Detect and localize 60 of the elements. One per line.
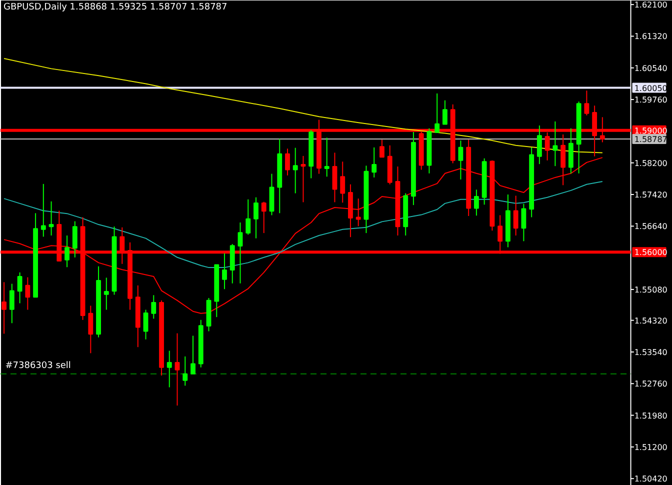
candlestick bbox=[332, 152, 338, 203]
candlestick bbox=[246, 198, 251, 236]
y-tick-label: 1.60540 bbox=[634, 64, 668, 73]
candlestick bbox=[372, 146, 377, 178]
ref-line-label: #7386303 sell bbox=[5, 360, 71, 371]
candlestick bbox=[151, 294, 156, 320]
candlestick bbox=[513, 195, 518, 236]
candlestick bbox=[222, 252, 227, 290]
candlestick bbox=[292, 147, 298, 194]
chart-title: GBPUSD,Daily 1.58868 1.59325 1.58707 1.58787 bbox=[4, 2, 228, 12]
y-tick-label: 1.59760 bbox=[634, 96, 668, 105]
y-tick-label: 1.53540 bbox=[634, 348, 668, 357]
candlestick bbox=[584, 90, 590, 116]
candlestick bbox=[9, 283, 14, 324]
candlestick bbox=[261, 201, 266, 234]
ref-line-label: 1.60050 bbox=[634, 84, 668, 93]
candlestick bbox=[442, 100, 448, 125]
candlestick bbox=[434, 92, 440, 133]
candlestick bbox=[17, 272, 22, 304]
y-tick-label: 1.57420 bbox=[634, 190, 668, 200]
candlestick bbox=[552, 120, 558, 167]
y-tick-label: 1.55080 bbox=[634, 285, 668, 294]
candlestick bbox=[88, 305, 94, 354]
candlestick bbox=[568, 128, 574, 174]
y-tick-label: 1.50420 bbox=[634, 474, 668, 484]
candlestick bbox=[40, 183, 46, 238]
candlestick bbox=[72, 220, 78, 258]
y-tick-label: 1.61320 bbox=[634, 32, 668, 42]
candlestick bbox=[474, 189, 479, 216]
candlestick bbox=[285, 148, 290, 176]
candlestick bbox=[300, 155, 306, 203]
candlestick bbox=[536, 125, 542, 165]
y-tick-label: 1.54320 bbox=[634, 316, 668, 326]
candlestick bbox=[104, 277, 109, 310]
candlestick bbox=[190, 335, 196, 374]
candlestick bbox=[64, 234, 70, 268]
candlestick bbox=[324, 137, 330, 178]
candlestick bbox=[143, 309, 148, 340]
candlestick bbox=[458, 140, 464, 180]
candlestick bbox=[380, 139, 384, 158]
y-tick-label: 1.56640 bbox=[634, 222, 668, 232]
candlestick bbox=[356, 198, 361, 227]
y-tick-label: 1.58200 bbox=[634, 158, 668, 168]
candlestick bbox=[166, 350, 172, 388]
candlestick bbox=[254, 196, 258, 239]
candlestick bbox=[269, 173, 274, 216]
y-tick-label: 1.51200 bbox=[634, 442, 668, 452]
candlestick bbox=[25, 276, 30, 310]
candlestick bbox=[521, 203, 526, 242]
candlestick bbox=[182, 356, 188, 386]
ref-line-label: 1.58787 bbox=[634, 135, 668, 144]
candlestick bbox=[2, 282, 7, 334]
candlestick bbox=[340, 161, 346, 204]
line-series bbox=[4, 181, 603, 268]
y-tick-label: 1.52760 bbox=[634, 380, 668, 389]
candlestick bbox=[48, 200, 54, 236]
candlestick bbox=[238, 222, 243, 284]
y-tick-label: 1.62100 bbox=[634, 0, 668, 10]
y-tick-label: 1.51980 bbox=[634, 411, 668, 420]
candlestick bbox=[174, 332, 180, 406]
